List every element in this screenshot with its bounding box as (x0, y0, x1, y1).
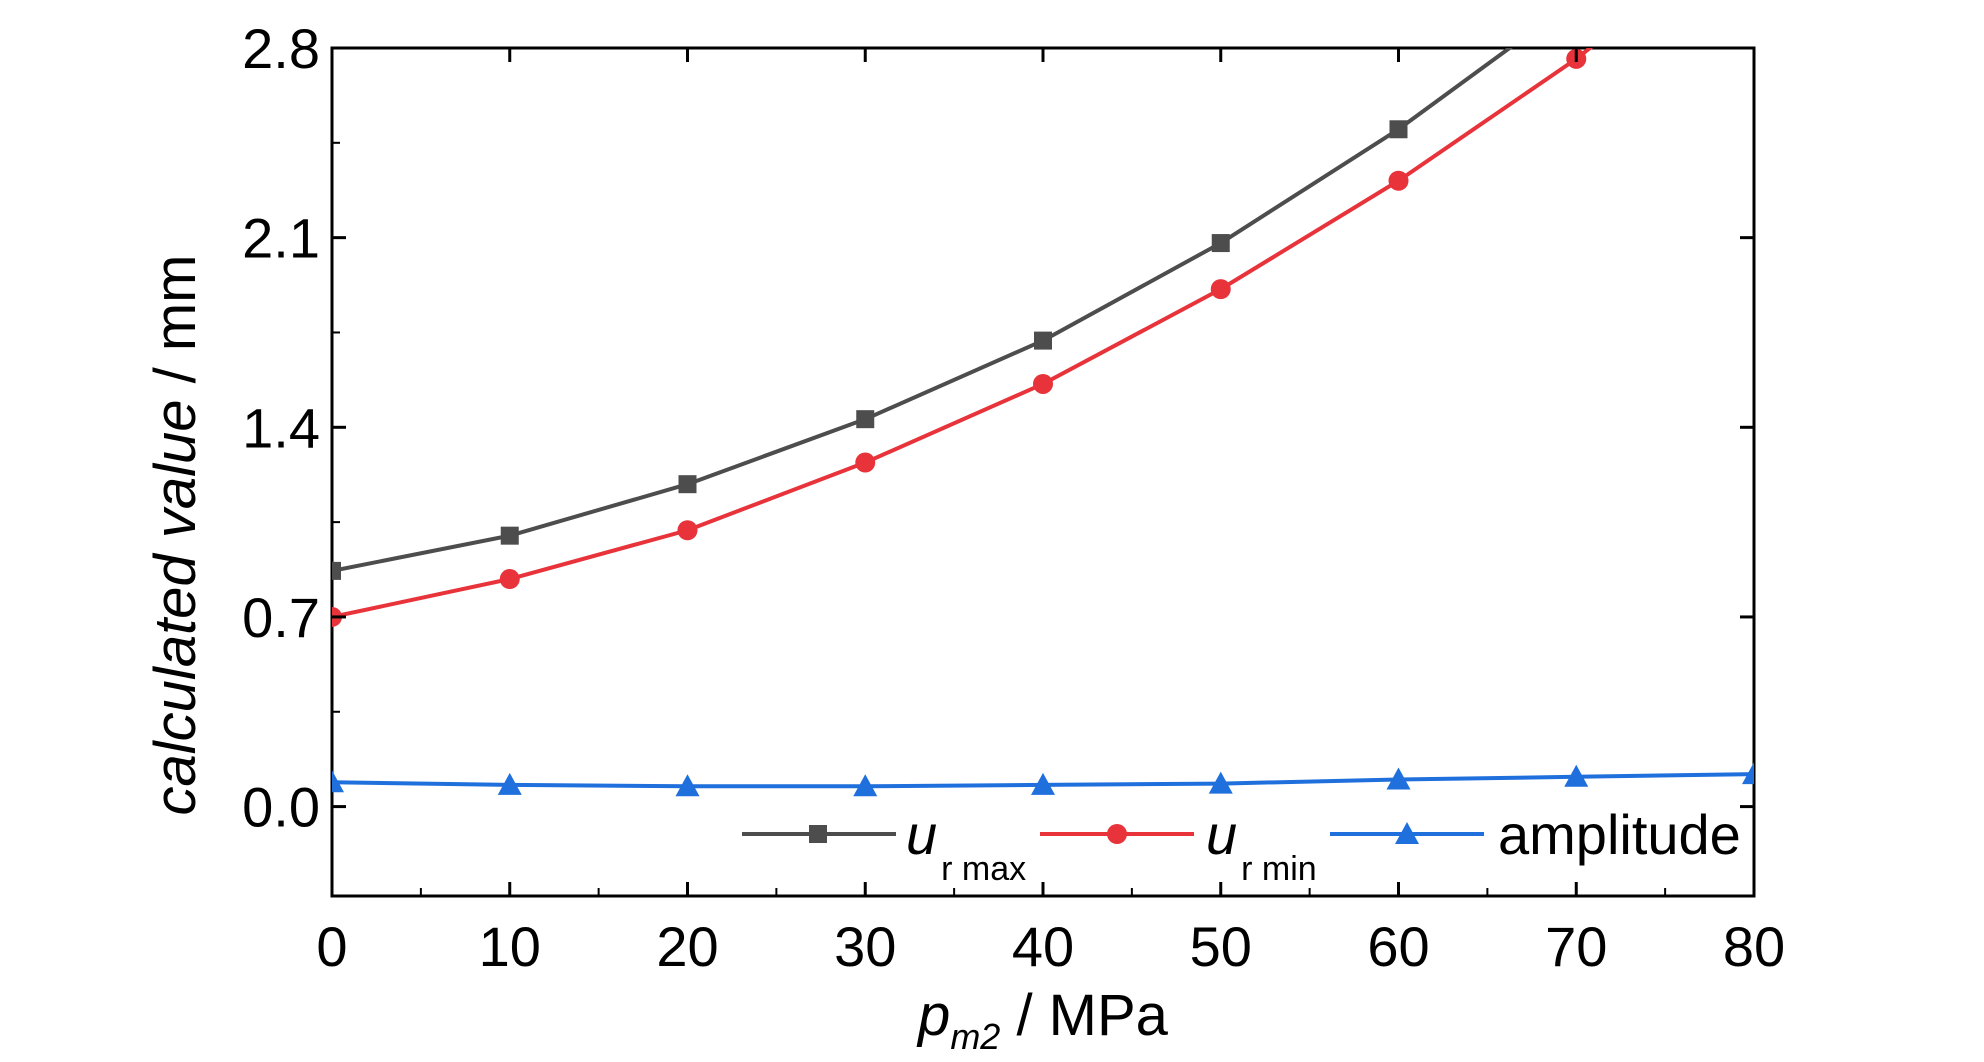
series-1-point (855, 452, 876, 473)
legend-label-ur-min: ur min (1206, 803, 1317, 888)
x-tick-label: 10 (479, 915, 541, 978)
series-2-point (1564, 764, 1589, 787)
y-tick-label: 1.4 (242, 396, 320, 459)
x-axis-title-sub: m2 (950, 1016, 1000, 1057)
series-0-point (500, 526, 519, 545)
series-2-point (1031, 772, 1055, 795)
x-tick-label: 30 (834, 915, 896, 978)
x-tick-label: 20 (656, 915, 718, 978)
series-2-point (497, 772, 522, 795)
x-tick-label: 60 (1367, 915, 1429, 978)
series-2-point (1208, 771, 1233, 794)
series-0-point (678, 475, 697, 494)
series-1-point (1033, 373, 1053, 394)
series-2-point (1386, 767, 1411, 790)
series-2-point (853, 774, 878, 797)
x-tick-label: 80 (1723, 915, 1785, 978)
x-tick-label: 40 (1012, 915, 1074, 978)
legend-marker-square (809, 825, 827, 843)
x-axis-title: pm2 / MPa (916, 983, 1169, 1057)
legend-label-amplitude: amplitude (1498, 803, 1741, 866)
series-1-point (1210, 279, 1231, 300)
y-tick-label: 0.7 (242, 586, 320, 649)
series-0-point (856, 410, 875, 429)
legend: ur max ur min amplitude (742, 803, 1741, 888)
plot-frame (330, 46, 1756, 898)
series-1-point (677, 520, 698, 541)
series-0-point (1567, 0, 1585, 8)
series-2-point (1742, 762, 1754, 785)
x-axis-title-var: p (916, 983, 950, 1048)
series-0-point (1034, 331, 1052, 350)
series-0-point (332, 561, 341, 580)
legend-marker-triangle (1395, 822, 1419, 844)
legend-entry-ur-max: ur max (742, 803, 1026, 888)
series-2-point (332, 770, 344, 793)
y-axis-title-unit: / mm (143, 255, 208, 400)
series-0-point (1389, 120, 1408, 139)
legend-entry-amplitude: amplitude (1330, 803, 1741, 866)
series-2-point (675, 774, 700, 797)
legend-label-ur-max: ur max (906, 803, 1026, 888)
x-tick-label: 50 (1190, 915, 1252, 978)
x-tick-label: 0 (316, 915, 347, 978)
y-tick-label: 2.8 (242, 17, 320, 80)
x-axis-title-unit: / MPa (1000, 983, 1168, 1048)
y-axis-title: calculated value / mm (143, 255, 208, 816)
y-axis-title-italic: calculated value (143, 400, 208, 816)
y-tick-label: 2.1 (242, 207, 320, 270)
legend-entry-ur-min: ur min (1040, 803, 1317, 888)
x-tick-label: 70 (1545, 915, 1607, 978)
legend-marker-circle (1107, 824, 1127, 844)
series-1-point (1388, 170, 1409, 191)
series-1-point (499, 569, 520, 590)
y-tick-label: 0.0 (242, 776, 320, 839)
series-0-point (1211, 234, 1230, 253)
